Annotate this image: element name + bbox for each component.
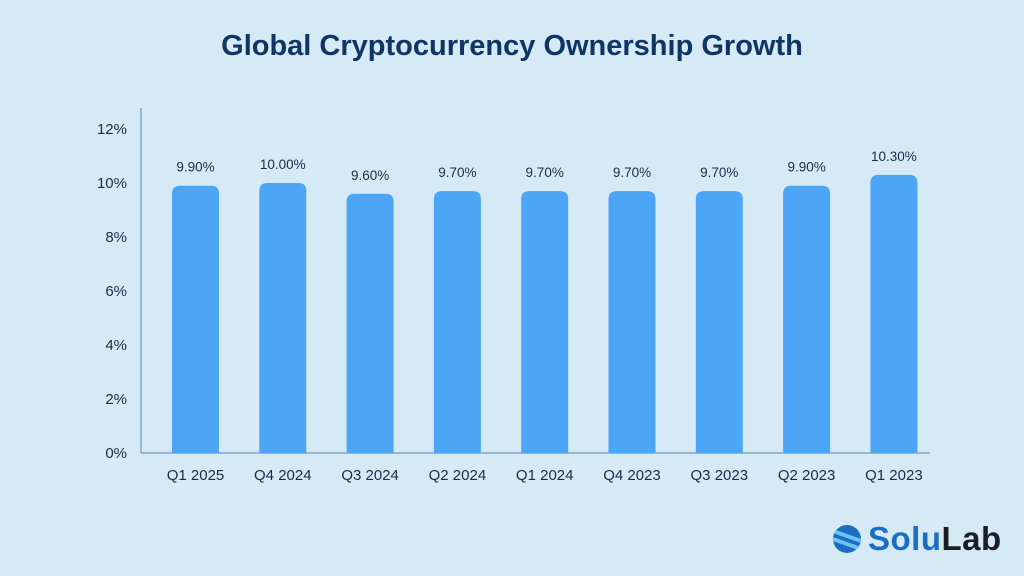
x-tick-label: Q1 2024 — [516, 467, 574, 484]
data-label: 9.70% — [613, 165, 651, 180]
x-tick-label: Q3 2024 — [341, 467, 399, 484]
bar — [433, 191, 481, 453]
y-tick-label: 0% — [105, 445, 127, 462]
data-label: 9.90% — [787, 160, 825, 175]
bar — [521, 191, 569, 453]
bar — [608, 191, 656, 453]
data-label: 10.00% — [260, 157, 306, 172]
x-tick-label: Q1 2025 — [167, 467, 225, 484]
y-tick-label: 2% — [105, 391, 127, 408]
x-tick-label: Q1 2023 — [865, 467, 923, 484]
y-tick-label: 8% — [105, 229, 127, 246]
data-label: 10.30% — [871, 149, 917, 164]
logo-text-lab: Lab — [941, 520, 1002, 557]
y-tick-label: 4% — [105, 337, 127, 354]
data-label: 9.70% — [700, 165, 738, 180]
bar — [695, 191, 743, 453]
data-label: 9.60% — [351, 168, 389, 183]
x-tick-label: Q2 2023 — [778, 467, 836, 484]
bar — [870, 174, 918, 453]
bar — [259, 183, 307, 453]
x-tick-label: Q4 2024 — [254, 467, 312, 484]
logo-text-solu: Solu — [868, 520, 942, 557]
solulab-logo: SoluLab — [832, 520, 1002, 558]
bar — [783, 185, 831, 453]
x-tick-label: Q4 2023 — [603, 467, 661, 484]
bar — [346, 193, 394, 454]
x-tick-label: Q3 2023 — [691, 467, 749, 484]
logo-mark-icon — [833, 525, 861, 553]
x-tick-label: Q2 2024 — [429, 467, 487, 484]
y-tick-label: 10% — [97, 175, 127, 192]
y-tick-label: 12% — [97, 121, 127, 138]
data-label: 9.70% — [526, 165, 564, 180]
bar — [172, 185, 219, 453]
y-tick-label: 6% — [105, 283, 127, 300]
chart-title: Global Cryptocurrency Ownership Growth — [221, 30, 803, 62]
data-label: 9.90% — [176, 160, 214, 175]
data-label: 9.70% — [438, 165, 476, 180]
